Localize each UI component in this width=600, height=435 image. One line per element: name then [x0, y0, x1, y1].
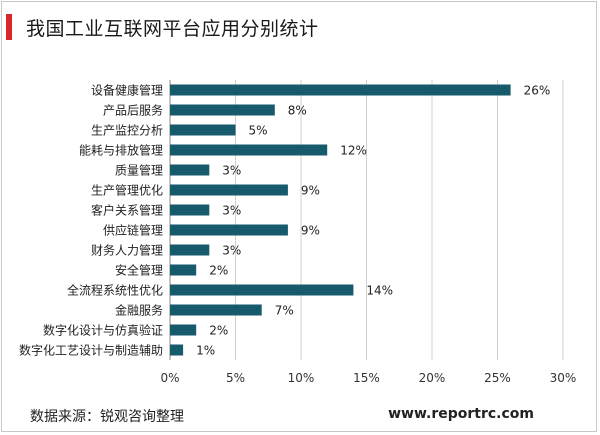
data-label: 2%	[209, 264, 228, 278]
data-label: 14%	[366, 284, 393, 298]
data-label: 1%	[196, 344, 215, 358]
bar	[170, 344, 184, 356]
category-label: 质量管理	[115, 163, 163, 178]
category-label: 数字化设计与仿真验证	[43, 323, 163, 338]
x-tick-label: 20%	[419, 371, 446, 385]
category-label: 安全管理	[115, 263, 163, 278]
category-label: 供应链管理	[103, 223, 163, 238]
bar	[170, 244, 210, 256]
bar	[170, 224, 288, 236]
category-label: 设备健康管理	[91, 83, 163, 98]
title-accent-bar	[6, 14, 12, 40]
category-label: 生产管理优化	[91, 183, 163, 198]
bar	[170, 144, 328, 156]
data-label: 2%	[209, 324, 228, 338]
data-label: 3%	[222, 244, 241, 258]
category-label: 能耗与排放管理	[79, 143, 163, 158]
title-bar: 我国工业互联网平台应用分别统计	[6, 14, 319, 40]
gridlines	[169, 80, 564, 360]
x-tick-label: 25%	[484, 371, 511, 385]
data-label: 3%	[222, 164, 241, 178]
category-label: 产品后服务	[103, 103, 163, 118]
data-label: 8%	[288, 104, 307, 118]
category-label: 财务人力管理	[91, 243, 163, 258]
data-label: 9%	[301, 184, 320, 198]
bar	[170, 324, 197, 336]
bars	[170, 84, 511, 356]
bar	[170, 264, 197, 276]
data-label: 7%	[275, 304, 294, 318]
bar	[170, 84, 511, 96]
category-label: 全流程系统性优化	[67, 283, 163, 298]
data-label: 12%	[340, 144, 367, 158]
bar	[170, 104, 275, 116]
bar	[170, 304, 262, 316]
data-label: 26%	[524, 84, 551, 98]
category-label: 数字化工艺设计与制造辅助	[19, 343, 163, 358]
x-tick-label: 10%	[288, 371, 315, 385]
x-tick-label: 0%	[160, 371, 179, 385]
bar	[170, 184, 288, 196]
chart-title: 我国工业互联网平台应用分别统计	[26, 17, 319, 40]
category-label: 客户关系管理	[91, 203, 163, 218]
website-link[interactable]: www.reportrc.com	[388, 406, 534, 422]
bar	[170, 204, 210, 216]
data-source: 数据来源：锐观咨询整理	[30, 409, 184, 425]
bar	[170, 164, 210, 176]
x-axis-ticks: 0% 5% 10% 15% 20% 25% 30%	[160, 371, 576, 385]
category-label: 生产监控分析	[91, 124, 163, 138]
category-label: 金融服务	[115, 303, 163, 318]
data-label: 3%	[222, 204, 241, 218]
x-tick-label: 30%	[550, 371, 577, 385]
data-label: 5%	[249, 124, 268, 138]
x-tick-label: 15%	[353, 371, 380, 385]
x-tick-label: 5%	[226, 371, 245, 385]
category-labels: 设备健康管理产品后服务生产监控分析能耗与排放管理质量管理生产管理优化客户关系管理…	[19, 83, 163, 358]
bar	[170, 124, 236, 136]
bar	[170, 284, 354, 296]
data-label: 9%	[301, 224, 320, 238]
value-labels: 26% 8% 5% 12% 3% 9% 3% 9% 3% 2% 14% 7% 2% 1%	[196, 84, 550, 358]
